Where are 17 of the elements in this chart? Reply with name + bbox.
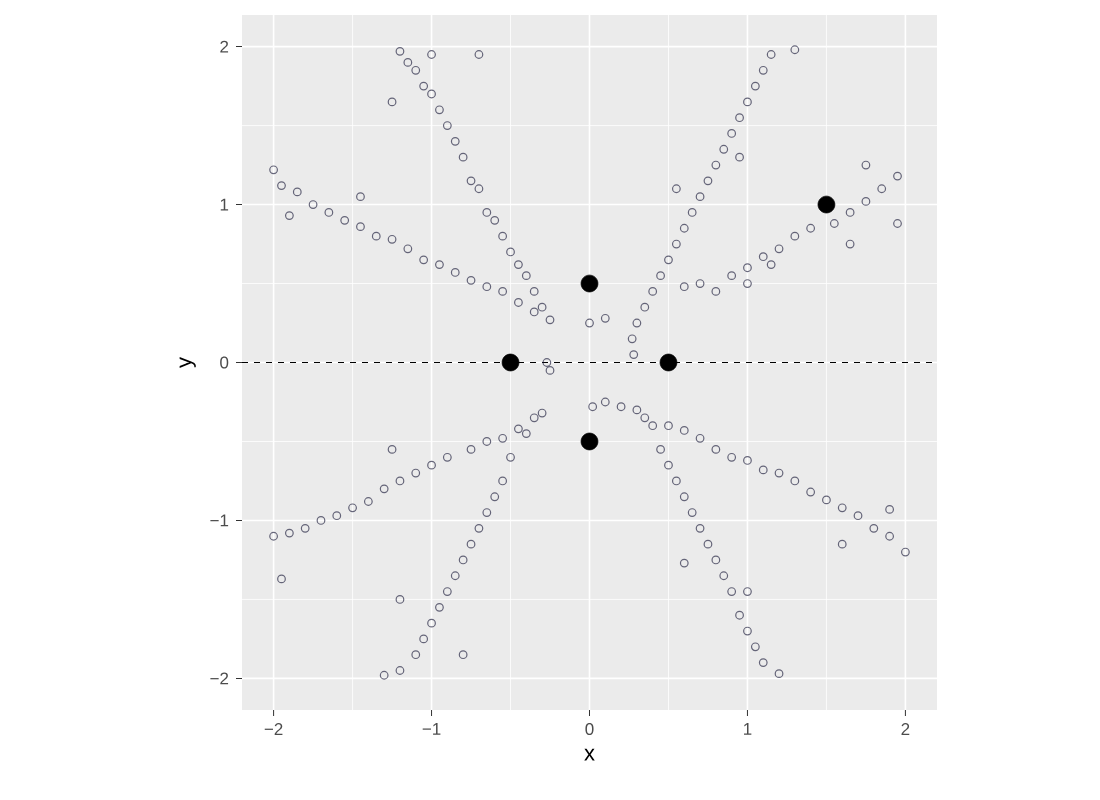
- point: [580, 432, 599, 451]
- y-tick-label: −1: [210, 514, 229, 527]
- point: [501, 353, 520, 372]
- point: [817, 195, 836, 214]
- y-axis-title: y: [179, 357, 196, 368]
- x-tick-label: 0: [585, 723, 594, 736]
- point: [580, 274, 599, 293]
- x-tick-label: −1: [422, 723, 441, 735]
- y-tick-label: 0: [220, 356, 229, 369]
- point: [659, 353, 678, 372]
- y-tick-label: 1: [220, 198, 229, 211]
- y-tick-label: −2: [210, 672, 229, 685]
- x-tick-label: 1: [744, 723, 752, 735]
- x-tick-label: 2: [901, 723, 910, 735]
- y-tick-label: 2: [220, 40, 229, 53]
- x-axis-title: x: [584, 748, 595, 761]
- x-tick-label: −2: [264, 723, 283, 735]
